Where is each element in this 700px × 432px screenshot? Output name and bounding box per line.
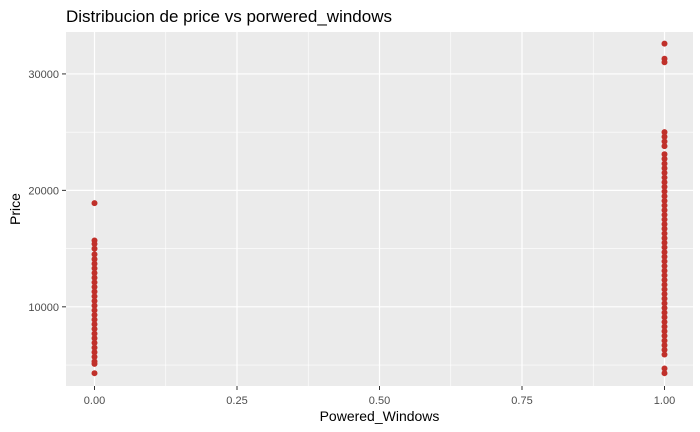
chart-title: Distribucion de price vs porwered_window… (66, 7, 392, 26)
data-point (661, 221, 668, 228)
data-point (661, 230, 668, 237)
data-point (661, 281, 668, 288)
data-point (661, 207, 668, 214)
data-point (661, 169, 668, 176)
data-point (91, 293, 98, 300)
data-point (91, 325, 98, 332)
data-point (91, 316, 98, 323)
data-point (91, 302, 98, 309)
data-point (661, 239, 668, 246)
data-point (91, 321, 98, 328)
data-point (91, 307, 98, 314)
data-point (661, 300, 668, 307)
y-axis-label: Price (7, 193, 23, 225)
data-point (661, 244, 668, 251)
data-point (661, 314, 668, 321)
data-point (661, 155, 668, 162)
data-point (661, 323, 668, 330)
data-point (661, 295, 668, 302)
data-point (661, 160, 668, 167)
data-point (661, 342, 668, 349)
data-point (661, 138, 668, 145)
data-point (91, 251, 98, 258)
data-point (91, 344, 98, 351)
data-point (661, 351, 668, 358)
data-point (661, 225, 668, 232)
data-point (661, 337, 668, 344)
data-point (661, 143, 668, 150)
data-point (661, 216, 668, 223)
x-axis-ticks: 0.00 0.25 0.50 0.75 1.00 (84, 386, 675, 407)
data-point (661, 151, 668, 158)
data-point (661, 197, 668, 204)
data-points (91, 40, 668, 377)
data-point (661, 202, 668, 209)
data-point (661, 133, 668, 140)
data-point (91, 353, 98, 360)
data-point (661, 59, 668, 66)
x-tick-label: 0.75 (511, 395, 532, 407)
data-point (661, 249, 668, 256)
data-point (91, 370, 98, 377)
data-point (661, 272, 668, 279)
data-point (661, 183, 668, 190)
data-point (661, 328, 668, 335)
data-point (661, 365, 668, 372)
data-point (661, 291, 668, 298)
data-point (91, 270, 98, 277)
data-point (661, 129, 668, 136)
data-point (91, 284, 98, 291)
data-point (661, 235, 668, 242)
data-point (661, 263, 668, 270)
data-point (661, 277, 668, 284)
data-point (661, 253, 668, 260)
data-point (661, 40, 668, 47)
data-point (91, 279, 98, 286)
data-point (91, 256, 98, 263)
data-point (91, 265, 98, 272)
data-point (661, 332, 668, 339)
data-point (661, 179, 668, 186)
y-tick-label: 30000 (28, 69, 59, 81)
data-point (91, 274, 98, 281)
data-point (661, 346, 668, 353)
data-point (661, 193, 668, 200)
data-point (91, 245, 98, 252)
data-point (661, 188, 668, 195)
data-point (661, 165, 668, 172)
data-point (661, 258, 668, 265)
data-point (91, 311, 98, 318)
x-tick-label: 1.00 (654, 395, 675, 407)
x-tick-label: 0.00 (84, 395, 105, 407)
y-tick-label: 20000 (28, 185, 59, 197)
data-point (91, 360, 98, 367)
data-point (91, 335, 98, 342)
x-tick-label: 0.25 (226, 395, 247, 407)
data-point (661, 370, 668, 377)
data-point (91, 297, 98, 304)
data-point (661, 211, 668, 218)
data-point (661, 304, 668, 311)
data-point (91, 349, 98, 356)
data-point (91, 339, 98, 346)
data-point (661, 309, 668, 316)
data-point (91, 288, 98, 295)
data-point (91, 330, 98, 337)
data-point (91, 200, 98, 207)
data-point (661, 174, 668, 181)
data-point (661, 318, 668, 325)
data-point (91, 260, 98, 267)
x-tick-label: 0.50 (369, 395, 390, 407)
data-point (661, 286, 668, 293)
y-axis-ticks: 10000 20000 30000 (28, 69, 66, 314)
x-axis-label: Powered_Windows (320, 408, 440, 424)
data-point (661, 267, 668, 274)
y-tick-label: 10000 (28, 302, 59, 314)
data-point (91, 240, 98, 247)
